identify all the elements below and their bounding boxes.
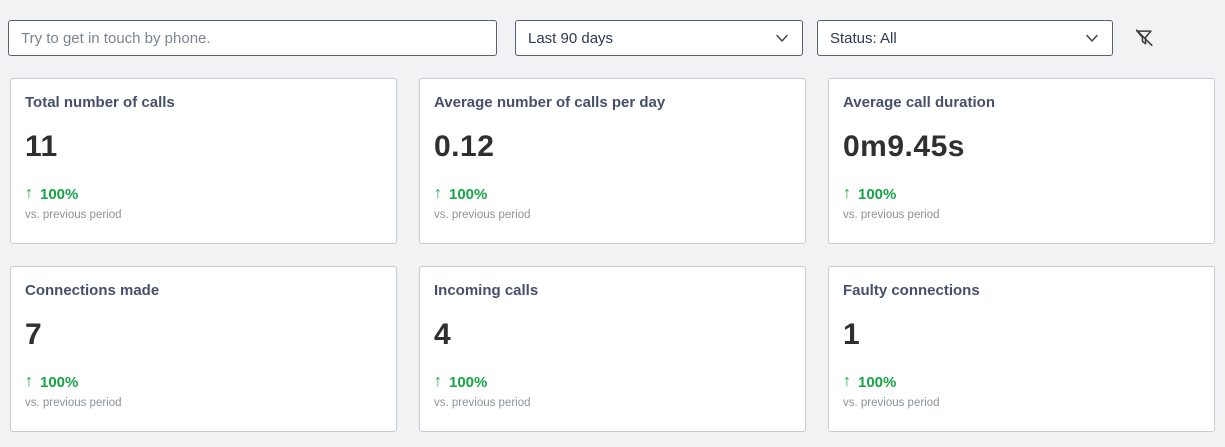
- filter-off-icon: [1135, 29, 1153, 47]
- card-title: Average number of calls per day: [434, 94, 666, 111]
- up-arrow-icon: ↑: [843, 185, 851, 202]
- clear-filters-button[interactable]: [1130, 24, 1158, 52]
- change-percent: 100%: [449, 373, 488, 391]
- up-arrow-icon: ↑: [25, 373, 33, 390]
- card-value: 7: [25, 317, 43, 351]
- card-change: ↑ 100%: [434, 374, 791, 390]
- stats-grid: Total number of calls 11 ↑ 100% vs. prev…: [10, 78, 1215, 432]
- change-percent: 100%: [40, 373, 79, 391]
- stat-card-avg-calls-per-day: Average number of calls per day 0.12 ↑ 1…: [419, 78, 806, 244]
- card-title: Connections made: [25, 282, 160, 299]
- card-change: ↑ 100%: [25, 374, 382, 390]
- up-arrow-icon: ↑: [434, 373, 442, 390]
- card-value: 11: [25, 129, 58, 163]
- card-value: 0m9.45s: [843, 129, 965, 163]
- card-change: ↑ 100%: [843, 374, 1200, 390]
- comparison-label: vs. previous period: [843, 209, 940, 221]
- chevron-down-icon: [1086, 34, 1098, 42]
- comparison-label: vs. previous period: [843, 397, 940, 409]
- card-title: Incoming calls: [434, 282, 539, 299]
- date-range-select[interactable]: Last 90 days: [515, 20, 803, 56]
- stat-card-incoming-calls: Incoming calls 4 ↑ 100% vs. previous per…: [419, 266, 806, 432]
- change-percent: 100%: [449, 185, 488, 203]
- comparison-label: vs. previous period: [434, 397, 531, 409]
- comparison-label: vs. previous period: [25, 397, 122, 409]
- up-arrow-icon: ↑: [25, 185, 33, 202]
- change-percent: 100%: [858, 373, 897, 391]
- card-title: Faulty connections: [843, 282, 980, 299]
- card-title: Total number of calls: [25, 94, 175, 111]
- change-percent: 100%: [40, 185, 79, 203]
- up-arrow-icon: ↑: [843, 373, 851, 390]
- date-range-value: Last 90 days: [528, 29, 614, 47]
- status-value: Status: All: [830, 29, 897, 47]
- card-value: 4: [434, 317, 452, 351]
- card-value: 1: [843, 317, 861, 351]
- card-change: ↑ 100%: [434, 186, 791, 202]
- card-value: 0.12: [434, 129, 495, 163]
- chevron-down-icon: [776, 34, 788, 42]
- search-input[interactable]: [8, 20, 497, 56]
- card-title: Average call duration: [843, 94, 995, 111]
- status-select[interactable]: Status: All: [817, 20, 1113, 56]
- comparison-label: vs. previous period: [434, 209, 531, 221]
- card-change: ↑ 100%: [25, 186, 382, 202]
- stat-card-faulty-connections: Faulty connections 1 ↑ 100% vs. previous…: [828, 266, 1215, 432]
- stat-card-total-calls: Total number of calls 11 ↑ 100% vs. prev…: [10, 78, 397, 244]
- up-arrow-icon: ↑: [434, 185, 442, 202]
- change-percent: 100%: [858, 185, 897, 203]
- stat-card-avg-call-duration: Average call duration 0m9.45s ↑ 100% vs.…: [828, 78, 1215, 244]
- filter-bar: Last 90 days Status: All: [0, 0, 1225, 56]
- card-change: ↑ 100%: [843, 186, 1200, 202]
- comparison-label: vs. previous period: [25, 209, 122, 221]
- stat-card-connections-made: Connections made 7 ↑ 100% vs. previous p…: [10, 266, 397, 432]
